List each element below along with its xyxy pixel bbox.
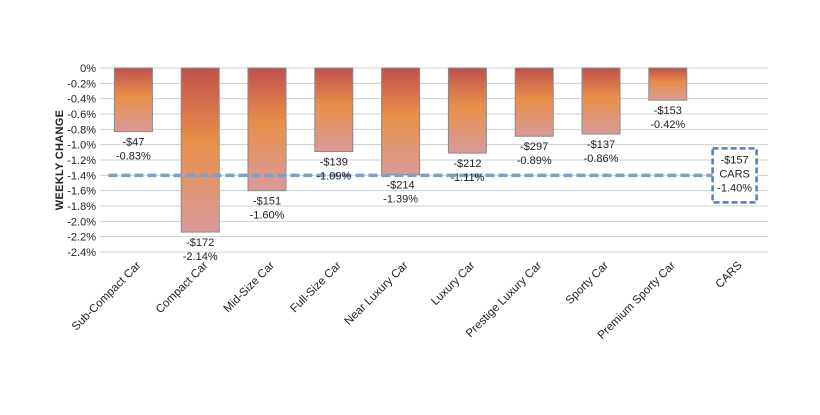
bar-percent-label: -2.14% [183,251,218,263]
reference-dollar-label: -$157 [721,154,749,166]
bar-dollar-label: -$214 [387,180,415,192]
y-tick-label: 0% [80,63,96,75]
bar-dollar-label: -$137 [587,139,615,151]
category-label: Mid-Size Car [222,260,278,316]
category-label: CARS [714,259,745,290]
y-tick-label: -1.6% [67,186,96,198]
y-tick-label: -0.8% [67,124,96,136]
y-tick-label: -0.2% [67,78,96,90]
y-tick-label: -0.4% [67,94,96,106]
bar [381,67,421,176]
category-label: Prestige Luxury Car [464,260,544,340]
bar-dollar-label: -$172 [186,237,214,249]
reference-line-group: -$157 CARS -1.40% [108,147,758,204]
y-tick-label: -2.2% [67,232,96,244]
bar [113,67,153,133]
y-tick-label: -2.0% [67,216,96,228]
bar-percent-label: -0.86% [584,153,619,165]
y-axis-tick-labels: 0% -0.2% -0.4% -0.6% -0.8% -1.0% -1.2% -1.4% -1.… [67,63,96,259]
category-label: Sub-Compact Car [70,260,144,334]
bar-dollar-label: -$139 [320,157,348,169]
reference-box [711,147,758,204]
reference-name-label: CARS [719,168,750,180]
category-label: Compact Car [154,260,211,317]
bar-dollar-label: -$297 [520,141,548,153]
category-label: Luxury Car [429,260,477,308]
category-label: Full-Size Car [288,260,344,316]
bar [314,67,354,153]
category-label: Premium Sporty Car [596,260,678,342]
y-tick-label: -1.8% [67,201,96,213]
bar-dollar-label: -$47 [122,137,144,149]
bar-percent-label: -1.39% [383,194,418,206]
bar-dollar-label: -$153 [654,105,682,117]
bar-percent-label: -1.09% [316,171,351,183]
bar-percent-label: -1.11% [450,172,484,184]
y-axis-title: WEEKLY CHANGE [54,110,66,210]
y-tick-label: -1.0% [67,140,96,152]
bar [447,67,487,154]
y-tick-label: -0.6% [67,109,96,121]
bar [581,67,621,135]
bar [180,67,220,233]
bar-dollar-label: -$151 [253,196,281,208]
bars [113,67,688,233]
bar-percent-label: -0.89% [517,155,552,167]
category-label: Sporty Car [564,260,611,307]
bar-percent-label: -0.83% [116,151,151,163]
reference-percent-label: -1.40% [717,182,752,194]
y-tick-label: -1.2% [67,155,96,167]
category-labels: Sub-Compact Car Compact Car Mid-Size Car Fu… [70,259,745,341]
y-tick-label: -2.4% [67,247,96,259]
bar-percent-label: -0.42% [650,119,685,131]
category-label: Near Luxury Car [343,260,411,328]
data-labels: -$47 -0.83% -$172 -2.14% -$151 -1.60% -$139 -1.… [116,105,685,263]
bar [514,67,554,137]
bar [247,67,287,192]
bar [648,67,688,101]
bar-dollar-label: -$212 [453,158,481,170]
bar-percent-label: -1.60% [250,210,285,222]
y-tick-label: -1.4% [67,170,96,182]
